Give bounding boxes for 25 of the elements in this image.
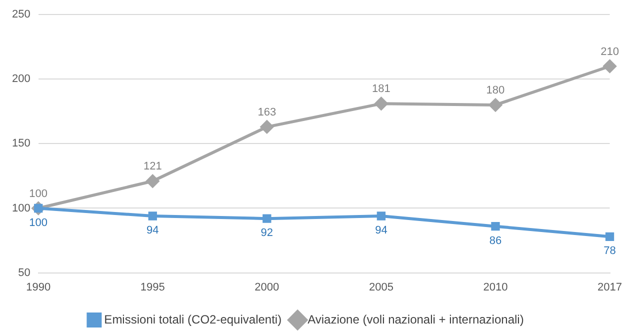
data-label: 121 — [143, 160, 162, 173]
data-label: 163 — [258, 106, 276, 118]
data-label: 94 — [146, 224, 159, 237]
data-label: 92 — [260, 227, 274, 240]
y-tick-label: 100 — [12, 202, 30, 214]
x-tick-label: 2010 — [483, 281, 508, 294]
x-tick-label: 2005 — [368, 281, 394, 294]
data-label: 94 — [375, 224, 388, 237]
legend-label: Aviazione (voli nazionali + internazionali) — [308, 312, 524, 326]
data-label: 100 — [29, 216, 48, 229]
legend-label: Emissioni totali (CO2-equivalenti) — [104, 312, 282, 326]
y-tick-label: 50 — [18, 266, 30, 279]
data-label: 100 — [29, 188, 48, 200]
data-label: 180 — [486, 84, 505, 96]
x-tick-label: 2017 — [598, 281, 622, 294]
y-tick-label: 150 — [12, 138, 30, 150]
y-tick-label: 250 — [12, 8, 30, 21]
data-label: 86 — [489, 234, 502, 247]
data-label: 78 — [604, 245, 616, 258]
x-tick-label: 2000 — [254, 281, 280, 294]
data-label: 181 — [372, 83, 390, 96]
x-tick-label: 1995 — [140, 281, 165, 294]
y-tick-label: 200 — [12, 73, 30, 86]
data-label: 210 — [600, 46, 619, 58]
x-tick-label: 1990 — [26, 281, 51, 294]
